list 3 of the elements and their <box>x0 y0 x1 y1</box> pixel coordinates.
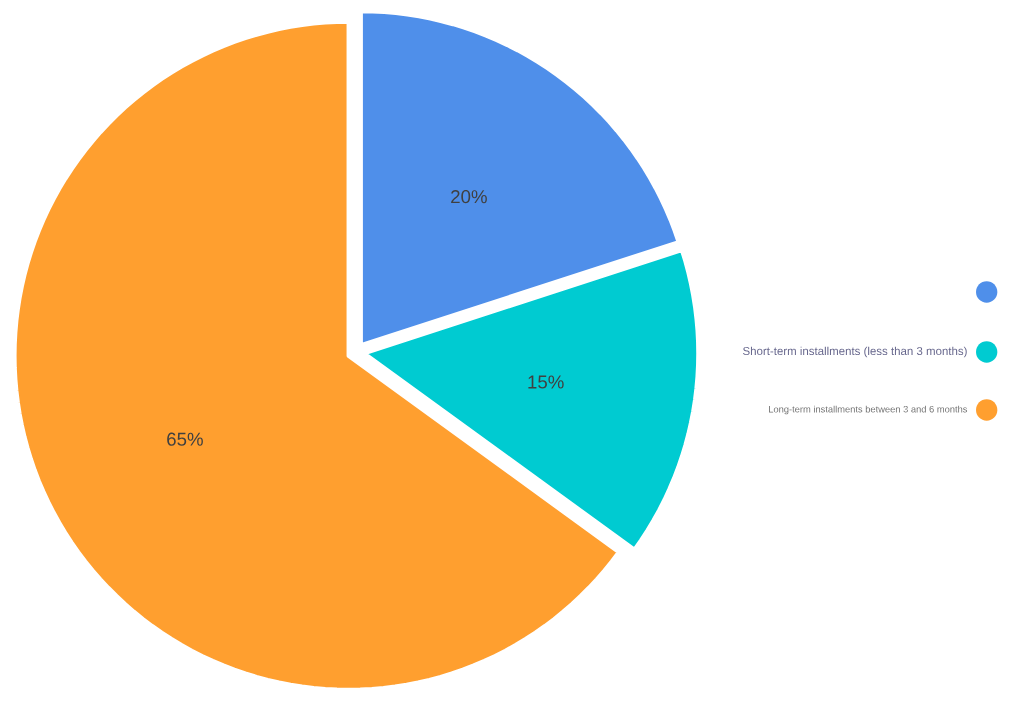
data-label: 15% <box>528 375 564 389</box>
data-label: 65% <box>167 432 203 446</box>
data-label: 20% <box>451 190 487 204</box>
